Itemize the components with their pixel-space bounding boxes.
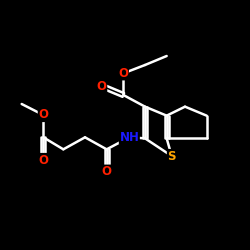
Text: O: O	[102, 165, 112, 178]
Text: O: O	[118, 67, 128, 80]
Text: NH: NH	[120, 131, 139, 144]
Text: O: O	[38, 108, 48, 122]
Text: O: O	[38, 154, 48, 166]
Text: O: O	[97, 80, 107, 92]
Text: S: S	[168, 150, 176, 162]
